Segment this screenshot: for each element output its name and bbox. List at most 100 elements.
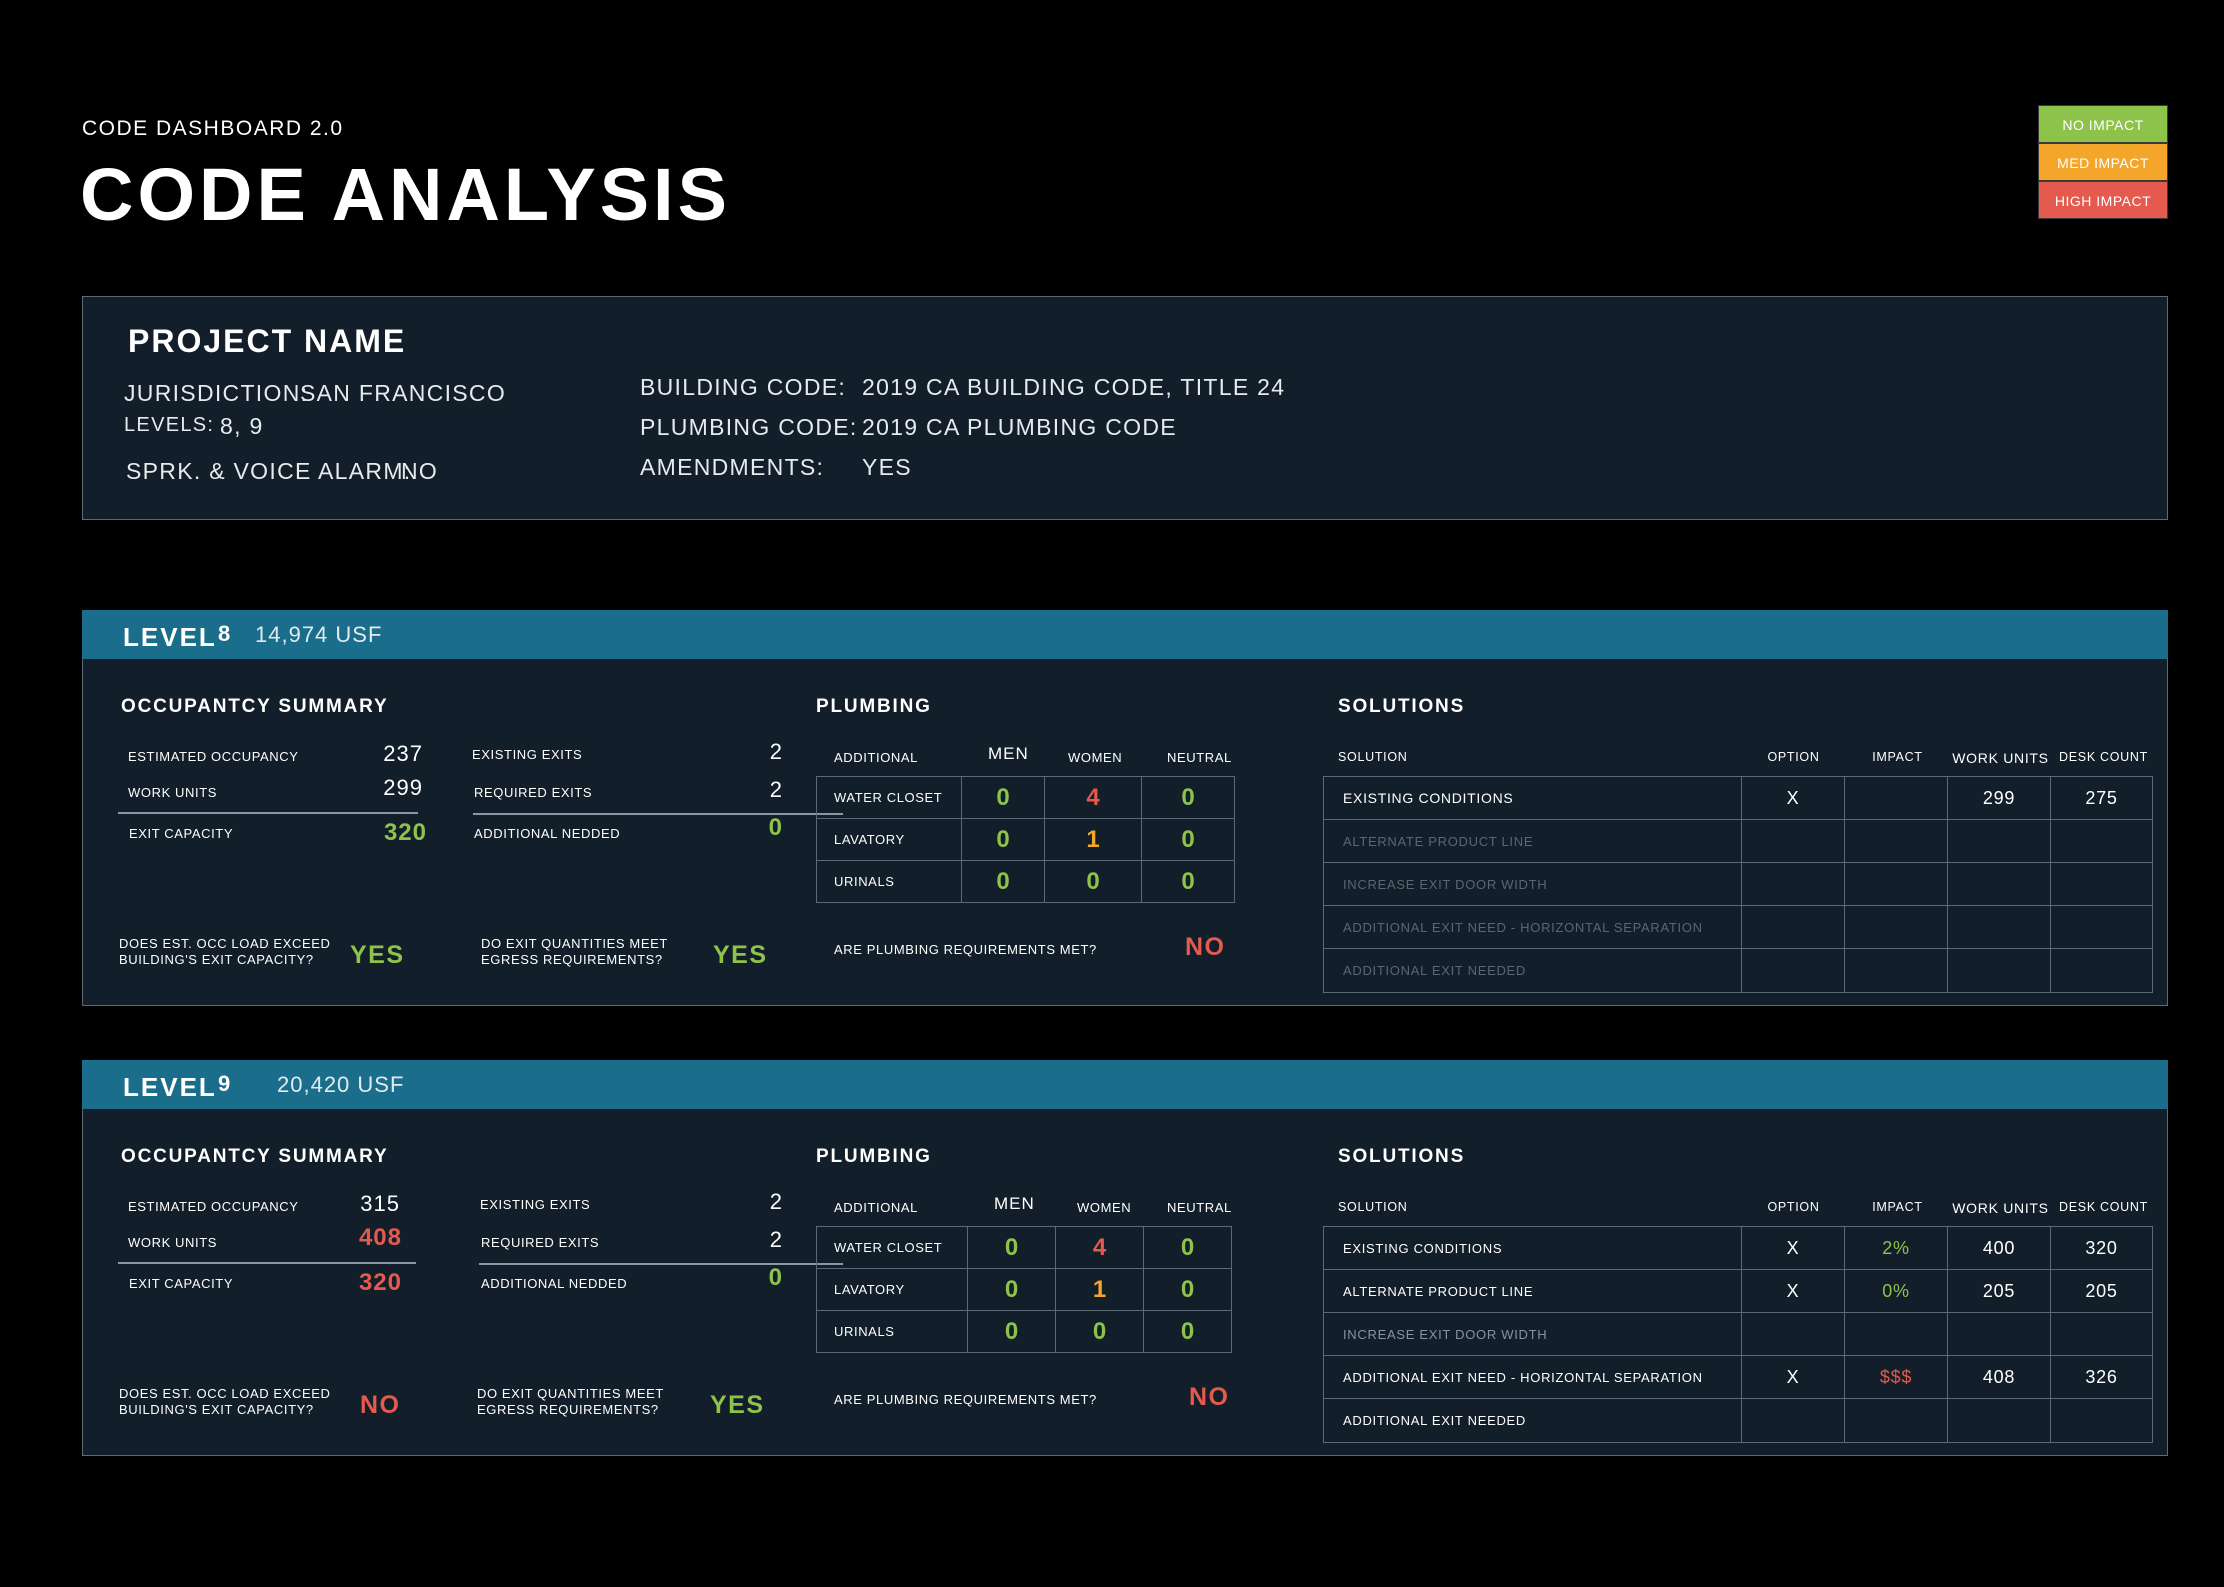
table-row: INCREASE EXIT DOOR WIDTH (1323, 862, 2153, 906)
alarm-label: SPRK. & VOICE ALARM: (126, 458, 412, 484)
additional-col-header: ADDITIONAL (834, 1200, 919, 1215)
water-closet-men: 0 (967, 1226, 1056, 1269)
exit-capacity-value: 320 (383, 819, 427, 846)
solution-col-header: SOLUTION (1338, 1200, 1408, 1214)
solution-impact (1844, 862, 1948, 906)
exits-answer: YES (710, 1391, 765, 1419)
table-row: ALTERNATE PRODUCT LINE X 0% 205 205 (1323, 1269, 2153, 1313)
work-units-col-header: WORK UNITS (1952, 1200, 2049, 1216)
solution-option: X (1741, 776, 1845, 820)
solution-desk-count: 275 (2050, 776, 2153, 820)
exits-question-line2: EGRESS REQUIREMENTS? (477, 1402, 659, 1417)
exits-answer: YES (713, 941, 768, 969)
level-number: 8 (218, 621, 231, 646)
solution-option (1741, 1398, 1845, 1443)
level-9-section: LEVEL 9 20,420 USF OCCUPANTCY SUMMARY ES… (82, 1060, 2168, 1456)
solution-desk-count (2050, 948, 2153, 993)
exits-question-line1: DO EXIT QUANTITIES MEET (477, 1386, 664, 1401)
urinals-label: URINALS (816, 1310, 968, 1353)
plumbing-code-label: PLUMBING CODE: (640, 414, 858, 440)
building-code-value: 2019 CA BUILDING CODE, TITLE 24 (862, 374, 1286, 400)
lavatory-label: LAVATORY (816, 1268, 968, 1311)
solution-desk-count (2050, 819, 2153, 863)
levels-label: LEVELS: (124, 414, 215, 436)
solution-option: X (1741, 1269, 1845, 1313)
additional-needed-value: 0 (768, 814, 783, 841)
estimated-occupancy-value: 315 (360, 1191, 400, 1216)
work-units-col-header: WORK UNITS (1952, 750, 2049, 766)
exit-capacity-label: EXIT CAPACITY (129, 1276, 234, 1291)
solution-work-units (1947, 948, 2051, 993)
level-area: 20,420 USF (277, 1072, 405, 1097)
plumbing-answer: NO (1185, 933, 1226, 961)
table-row: URINALS 0 0 0 (816, 860, 1235, 903)
solution-name: INCREASE EXIT DOOR WIDTH (1323, 1312, 1742, 1356)
occupancy-summary-heading: OCCUPANTCY SUMMARY (121, 696, 389, 717)
additional-needed-label: ADDITIONAL NEDDED (474, 826, 621, 841)
required-exits-value: 2 (769, 777, 783, 802)
plumbing-table: WATER CLOSET 0 4 0 LAVATORY 0 1 0 URINAL… (816, 1226, 1232, 1353)
solution-work-units: 408 (1947, 1355, 2051, 1399)
desk-count-col-header: DESK COUNT (2059, 1200, 2148, 1214)
lavatory-men: 0 (967, 1268, 1056, 1311)
solution-impact (1844, 948, 1948, 993)
solution-desk-count (2050, 905, 2153, 949)
solution-impact: 0% (1844, 1269, 1948, 1313)
water-closet-men: 0 (961, 776, 1045, 819)
solution-impact: $$$ (1844, 1355, 1948, 1399)
alarm-value: NO (401, 458, 439, 484)
additional-needed-value: 0 (768, 1264, 783, 1291)
table-row: LAVATORY 0 1 0 (816, 818, 1235, 861)
desk-count-col-header: DESK COUNT (2059, 750, 2148, 764)
divider (118, 1262, 416, 1264)
solution-impact: 2% (1844, 1226, 1948, 1270)
women-col-header: WOMEN (1077, 1200, 1132, 1215)
jurisdiction-value: SAN FRANCISCO (300, 380, 507, 406)
table-row: INCREASE EXIT DOOR WIDTH (1323, 1312, 2153, 1356)
solution-work-units (1947, 905, 2051, 949)
water-closet-women: 4 (1055, 1226, 1144, 1269)
urinals-neutral: 0 (1141, 860, 1235, 903)
project-panel: PROJECT NAME JURISDICTION: SAN FRANCISCO… (82, 296, 2168, 520)
impact-col-header: IMPACT (1872, 750, 1923, 764)
level-8-section: LEVEL 8 14,974 USF OCCUPANTCY SUMMARY ES… (82, 610, 2168, 1006)
additional-needed-label: ADDITIONAL NEDDED (481, 1276, 628, 1291)
level-8-body: OCCUPANTCY SUMMARY ESTIMATED OCCUPANCY 2… (82, 659, 2168, 1006)
levels-value: 8, 9 (220, 413, 264, 439)
building-code-label: BUILDING CODE: (640, 374, 847, 400)
estimated-occupancy-label: ESTIMATED OCCUPANCY (128, 749, 299, 764)
plumbing-answer: NO (1189, 1383, 1230, 1411)
solution-impact (1844, 1312, 1948, 1356)
solution-desk-count: 326 (2050, 1355, 2153, 1399)
solution-work-units (1947, 1398, 2051, 1443)
lavatory-label: LAVATORY (816, 818, 962, 861)
lavatory-women: 1 (1055, 1268, 1144, 1311)
solution-name: ADDITIONAL EXIT NEEDED (1323, 948, 1742, 993)
solution-name: ALTERNATE PRODUCT LINE (1323, 819, 1742, 863)
urinals-neutral: 0 (1143, 1310, 1232, 1353)
men-col-header: MEN (994, 1194, 1035, 1213)
occupancy-summary-heading: OCCUPANTCY SUMMARY (121, 1146, 389, 1167)
solution-name: EXISTING CONDITIONS (1323, 776, 1742, 820)
solution-impact (1844, 819, 1948, 863)
plumbing-table: WATER CLOSET 0 4 0 LAVATORY 0 1 0 URINAL… (816, 776, 1235, 903)
solution-option (1741, 905, 1845, 949)
additional-col-header: ADDITIONAL (834, 750, 919, 765)
amendments-value: YES (862, 454, 912, 480)
table-row: ADDITIONAL EXIT NEED - HORIZONTAL SEPARA… (1323, 905, 2153, 949)
plumbing-heading: PLUMBING (816, 1146, 932, 1167)
solution-option (1741, 819, 1845, 863)
option-col-header: OPTION (1767, 750, 1820, 764)
urinals-men: 0 (961, 860, 1045, 903)
women-col-header: WOMEN (1068, 750, 1123, 765)
legend-med-impact: MED IMPACT (2038, 143, 2168, 181)
required-exits-label: REQUIRED EXITS (481, 1235, 600, 1250)
urinals-men: 0 (967, 1310, 1056, 1353)
jurisdiction-label: JURISDICTION: (124, 380, 309, 406)
solution-work-units: 299 (1947, 776, 2051, 820)
estimated-occupancy-label: ESTIMATED OCCUPANCY (128, 1199, 299, 1214)
exit-capacity-value: 320 (358, 1269, 402, 1296)
lavatory-women: 1 (1044, 818, 1142, 861)
table-row: ADDITIONAL EXIT NEEDED (1323, 948, 2153, 993)
table-row: ADDITIONAL EXIT NEEDED (1323, 1398, 2153, 1443)
